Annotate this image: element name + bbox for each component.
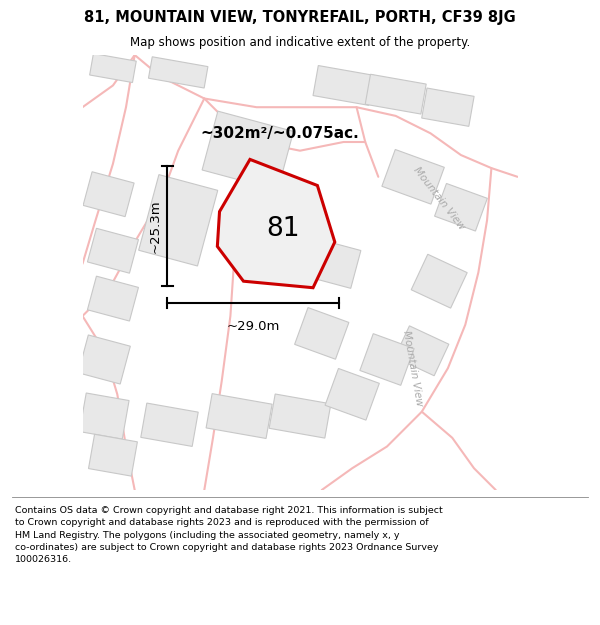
Polygon shape [382,149,445,204]
Polygon shape [141,403,198,446]
Polygon shape [422,88,474,126]
Polygon shape [269,394,331,438]
Polygon shape [202,111,293,190]
Polygon shape [206,394,272,439]
Polygon shape [411,254,467,308]
Polygon shape [325,369,379,420]
Polygon shape [88,276,139,321]
Polygon shape [295,308,349,359]
Polygon shape [148,57,208,88]
Text: ~29.0m: ~29.0m [227,321,280,333]
Polygon shape [89,54,136,82]
Polygon shape [365,74,426,114]
Polygon shape [78,335,130,384]
Polygon shape [217,159,335,288]
Polygon shape [89,434,137,476]
Polygon shape [79,393,129,439]
Polygon shape [274,204,326,254]
Polygon shape [309,239,361,288]
Text: Contains OS data © Crown copyright and database right 2021. This information is : Contains OS data © Crown copyright and d… [15,506,443,564]
Text: Map shows position and indicative extent of the property.: Map shows position and indicative extent… [130,36,470,49]
Text: Mountain View: Mountain View [401,329,425,407]
Polygon shape [313,66,374,106]
Polygon shape [139,174,218,266]
Polygon shape [395,326,449,376]
Text: ~302m²/~0.075ac.: ~302m²/~0.075ac. [200,126,359,141]
Text: ~25.3m: ~25.3m [149,199,161,252]
Polygon shape [88,228,139,273]
Text: Mountain View: Mountain View [412,165,467,232]
Polygon shape [360,334,414,386]
Text: 81, MOUNTAIN VIEW, TONYREFAIL, PORTH, CF39 8JG: 81, MOUNTAIN VIEW, TONYREFAIL, PORTH, CF… [84,10,516,25]
Text: 81: 81 [266,216,299,242]
Polygon shape [434,184,487,231]
Polygon shape [83,172,134,217]
